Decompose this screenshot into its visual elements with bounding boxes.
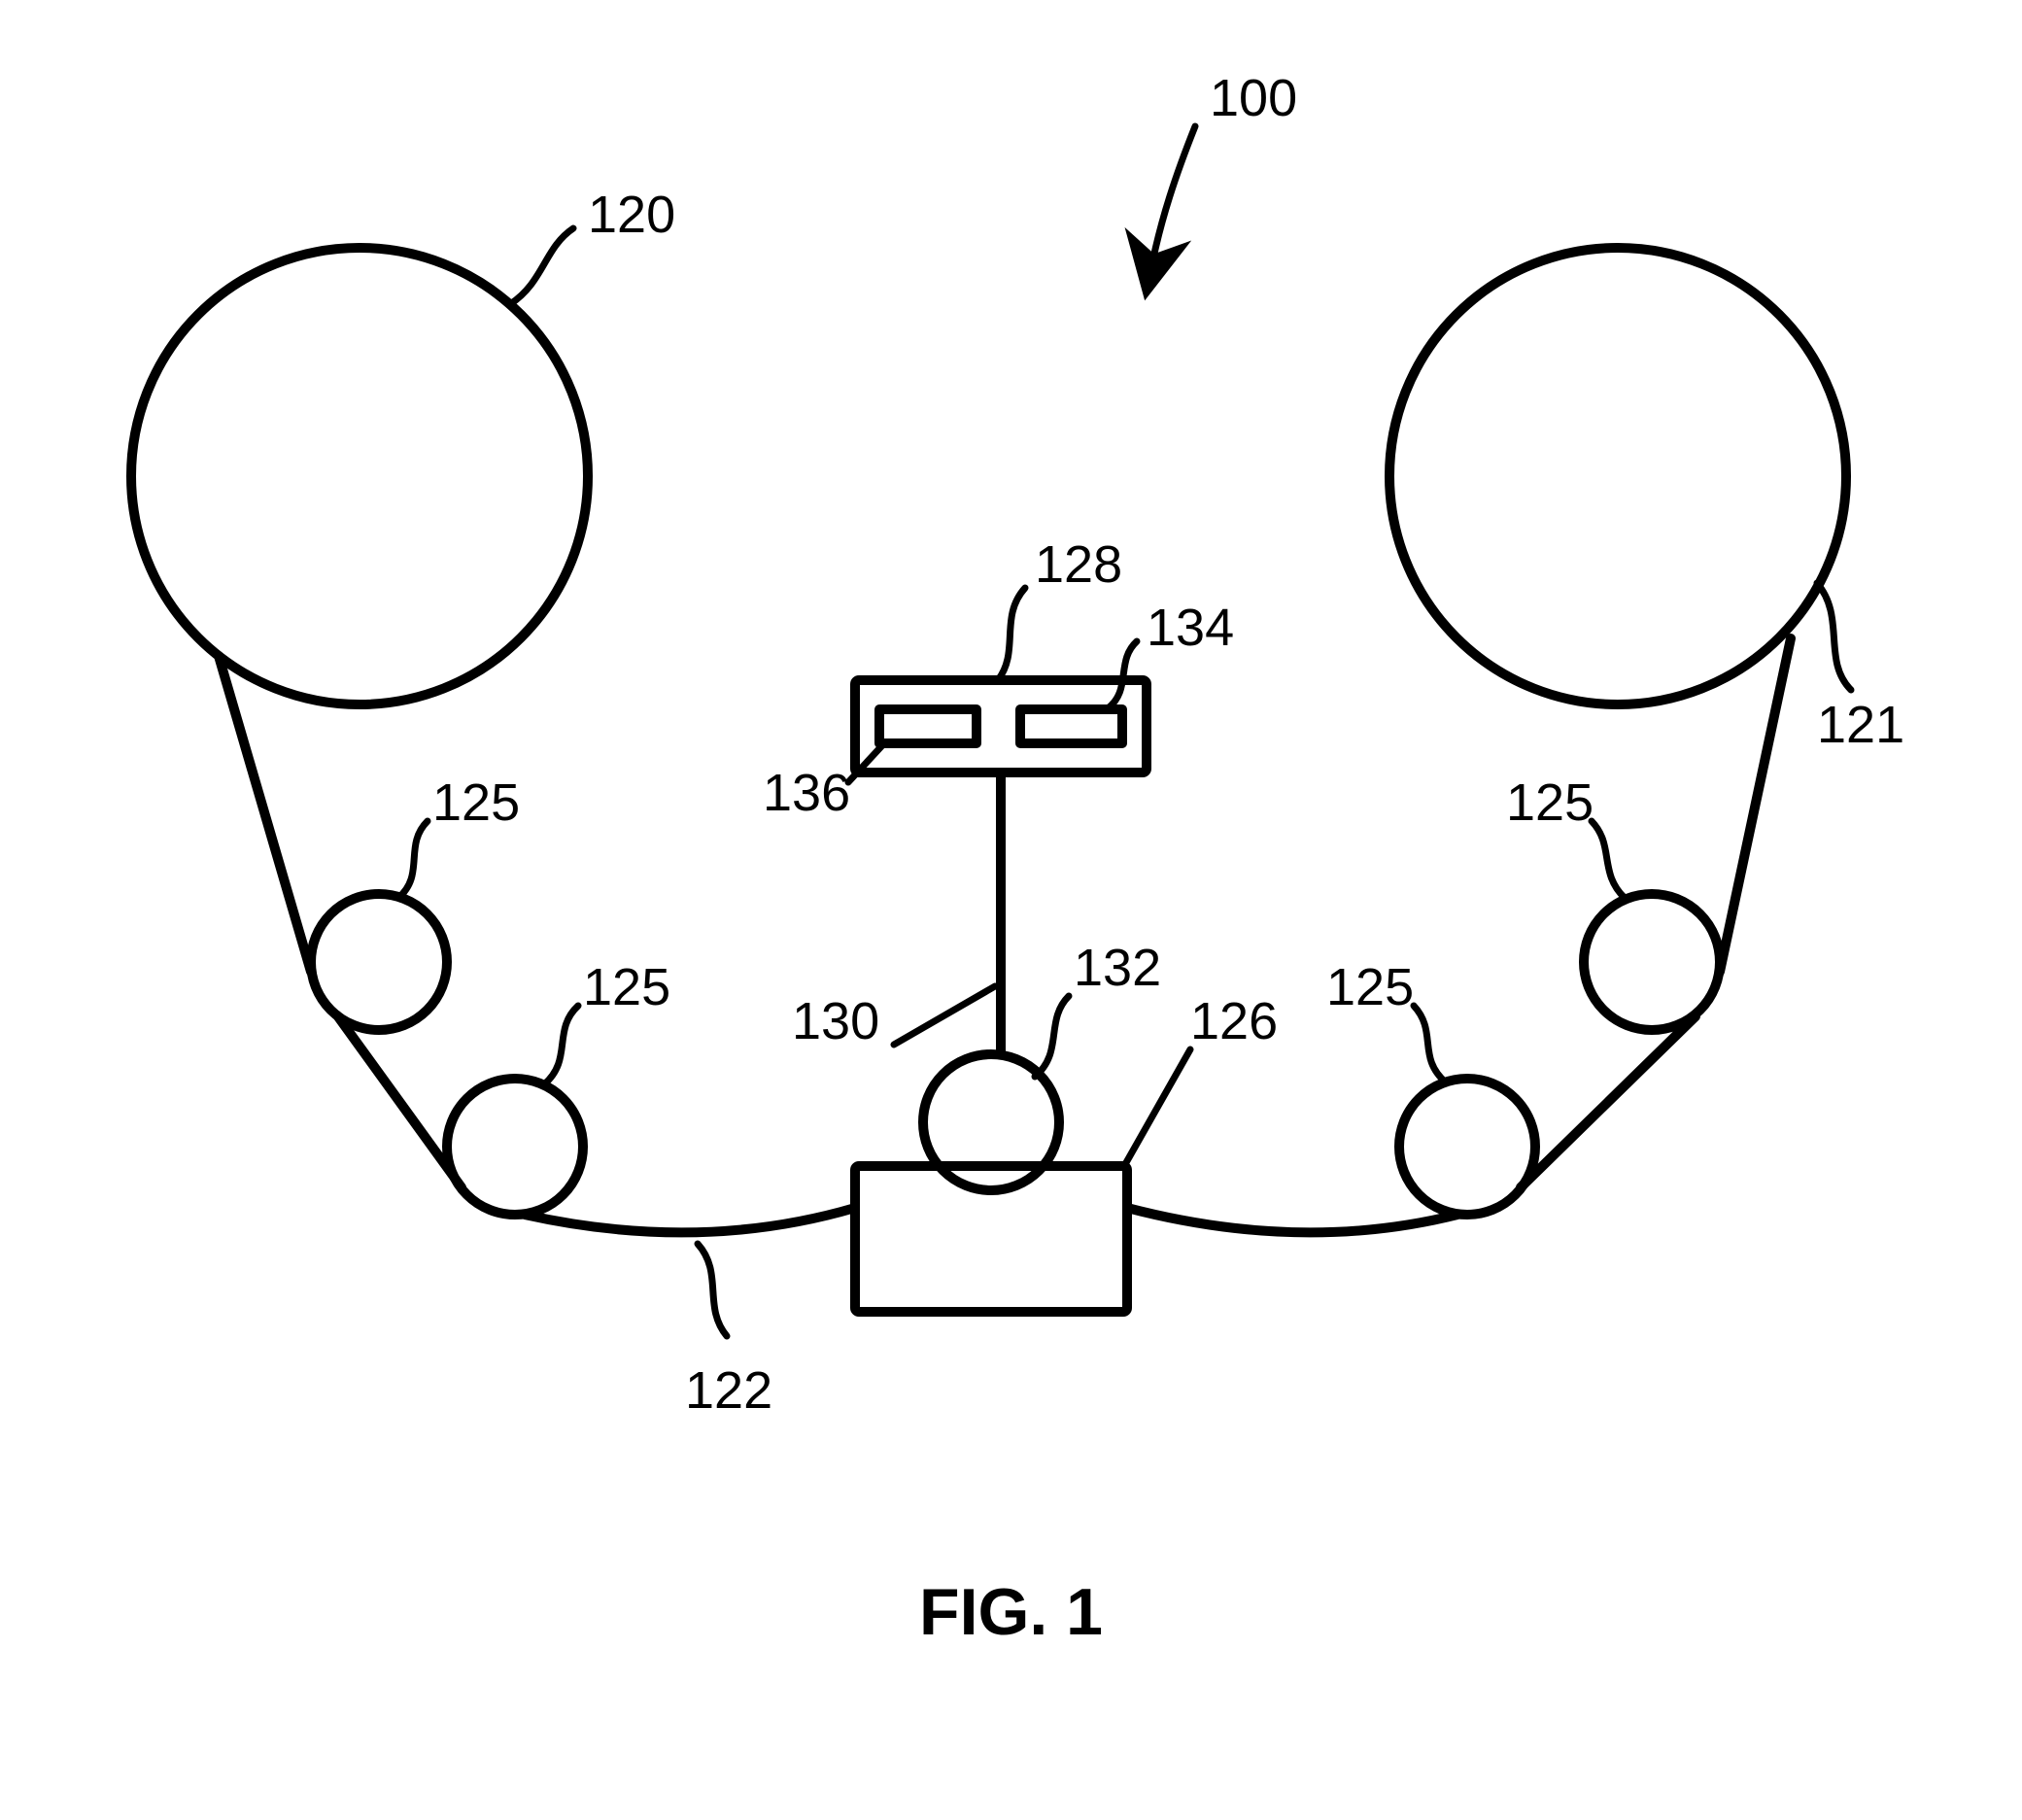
label-125: 125 [583,957,670,1017]
leader-125 [398,821,428,898]
leader-125 [1592,821,1625,898]
leader-125 [544,1006,578,1084]
guide-roller [1399,1079,1535,1215]
substrate-segment [1521,1016,1696,1187]
guide-roller [447,1079,583,1215]
leader-126 [1124,1049,1190,1166]
guide-roller [1584,894,1720,1030]
head-slot-left [879,709,977,743]
leader-121 [1817,583,1851,690]
label-130: 130 [792,991,879,1051]
leader-125 [1414,1006,1446,1082]
substrate-segment [1127,1208,1457,1232]
substrate-segment [219,656,311,972]
reel-left [131,248,588,704]
leader-120 [510,228,573,304]
leader-128 [998,588,1025,680]
label-128: 128 [1035,534,1122,595]
label-132: 132 [1074,938,1161,998]
substrate-segment [337,1015,462,1187]
label-126: 126 [1190,991,1278,1051]
head-box [855,680,1147,773]
head-slot-right [1020,709,1122,743]
label-121: 121 [1817,695,1904,755]
label-134: 134 [1147,598,1234,658]
label-125: 125 [1506,773,1594,833]
label-125: 125 [432,773,520,833]
patent-figure-svg [0,0,2022,1820]
leader-130 [894,986,995,1045]
label-122: 122 [685,1360,772,1421]
leader-122 [698,1244,727,1336]
substrate-segment [525,1208,855,1232]
figure-title: FIG. 1 [919,1574,1103,1650]
guide-roller [311,894,447,1030]
label-125: 125 [1326,957,1414,1017]
label-120: 120 [588,185,675,245]
leader-132 [1035,996,1069,1077]
reel-right [1389,248,1846,704]
figure-stage: 100 120 121 122 125 125 125 125 126 128 … [0,0,2022,1820]
label-100: 100 [1210,68,1297,128]
leader-134 [1108,641,1137,708]
leader-100 [1151,126,1195,267]
label-136: 136 [763,763,850,823]
substrate-segment [1720,638,1791,972]
